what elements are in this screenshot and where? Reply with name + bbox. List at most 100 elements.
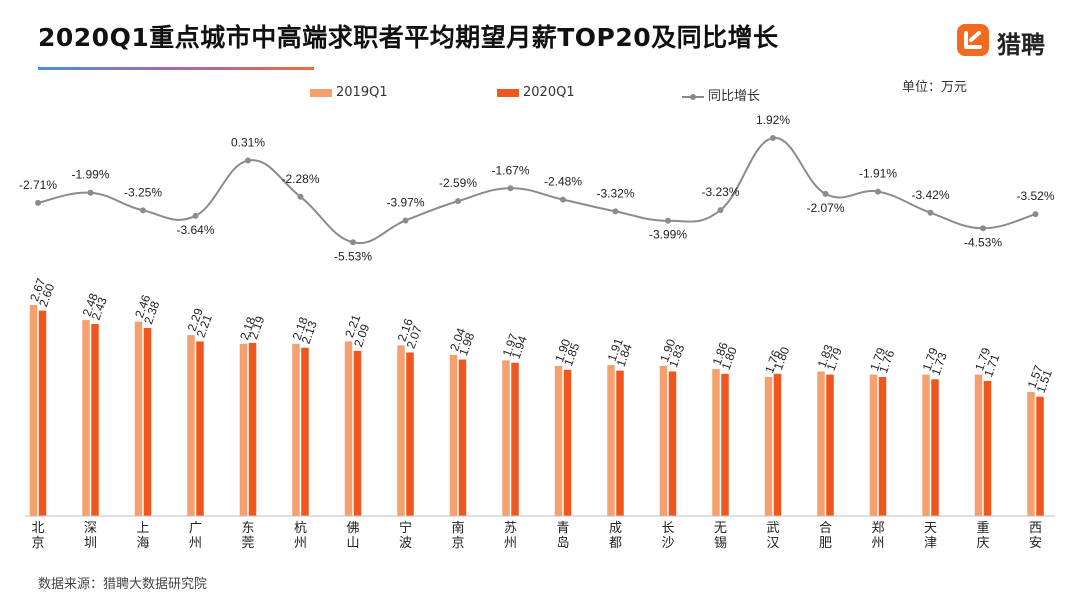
growth-point [87, 189, 94, 196]
growth-label: -1.67% [491, 163, 529, 177]
category-label: 郑 [871, 521, 884, 536]
bar-2019q1 [82, 320, 90, 516]
category-label: 安 [1029, 536, 1042, 551]
growth-point [770, 135, 776, 141]
growth-point [192, 212, 199, 219]
category-label: 南 [451, 520, 464, 536]
category-label: 州 [189, 536, 202, 551]
bar-2019q1 [817, 371, 825, 516]
growth-label: -3.32% [596, 186, 634, 200]
growth-label: -3.99% [649, 228, 687, 242]
legend-growth: 同比增长 [682, 85, 760, 104]
growth-label: -1.99% [71, 168, 109, 182]
bar-2020q1 [406, 352, 414, 516]
growth-label: -4.53% [964, 235, 1002, 249]
growth-point [140, 207, 146, 214]
growth-point [822, 190, 829, 197]
category-label: 州 [871, 536, 884, 551]
bar-2020q1 [563, 369, 572, 516]
bar-2019q1 [134, 321, 143, 516]
category-label: 州 [294, 536, 307, 551]
growth-label: -5.53% [334, 249, 372, 263]
growth-point [717, 207, 724, 214]
bar-2019q1 [607, 365, 615, 516]
growth-label: -2.59% [439, 176, 477, 190]
growth-label: -3.64% [176, 223, 214, 237]
legend-label-2019: 2019Q1 [336, 85, 388, 100]
bar-2020q1 [511, 362, 519, 516]
growth-point [560, 196, 566, 203]
growth-point [245, 157, 251, 164]
category-label: 津 [924, 536, 937, 551]
category-label: 庆 [976, 536, 989, 551]
category-label: 州 [504, 536, 517, 551]
growth-point [1032, 211, 1039, 218]
category-label: 圳 [84, 536, 97, 551]
growth-label: -3.23% [701, 185, 739, 199]
category-label: 京 [31, 536, 44, 551]
bar-2019q1 [29, 305, 38, 516]
value-label-2020q1: 1.80 [771, 345, 792, 372]
bar-2020q1 [616, 370, 624, 516]
growth-label: -3.97% [386, 195, 424, 209]
bar-2020q1 [91, 324, 99, 516]
growth-point [612, 208, 619, 215]
category-label: 山 [346, 536, 359, 551]
growth-label: -2.07% [806, 201, 844, 215]
growth-point [402, 217, 409, 224]
bar-2020q1 [826, 374, 834, 516]
category-label: 成 [609, 521, 622, 536]
growth-label: -2.28% [281, 172, 319, 186]
bar-2020q1 [38, 310, 47, 516]
category-label: 杭 [294, 521, 307, 536]
category-label: 岛 [556, 535, 569, 551]
growth-line [37, 136, 1036, 245]
legend-2020q1: 2020Q1 [497, 85, 575, 100]
legend-line-marker [682, 93, 704, 101]
category-label: 沙 [661, 536, 674, 551]
bar-2019q1 [869, 374, 878, 516]
category-label: 深 [84, 521, 97, 536]
bar-2020q1 [301, 347, 309, 516]
bar-2020q1 [983, 380, 992, 516]
bar-2020q1 [773, 373, 782, 516]
growth-point [980, 225, 986, 232]
category-label: 武 [766, 521, 779, 536]
category-label: 肥 [819, 536, 832, 551]
growth-point [35, 199, 41, 206]
bar-2019q1 [344, 341, 353, 516]
category-label: 波 [399, 536, 412, 551]
legend-label-2020: 2020Q1 [523, 85, 575, 100]
category-label: 汉 [766, 536, 779, 551]
growth-point [297, 193, 304, 200]
chart-title: 2020Q1重点城市中高端求职者平均期望月薪TOP20及同比增长 [38, 23, 779, 52]
growth-label: -3.25% [124, 185, 162, 199]
category-label: 青 [556, 521, 569, 536]
category-label: 锡 [714, 536, 727, 551]
category-label: 佛 [346, 521, 359, 536]
growth-label: 1.92% [756, 113, 790, 127]
bar-2019q1 [764, 376, 773, 516]
category-label: 西 [1029, 521, 1042, 536]
growth-label: -3.42% [911, 188, 949, 202]
bar-2020q1 [143, 327, 152, 516]
bar-2020q1 [458, 359, 467, 516]
category-label: 北 [31, 521, 44, 536]
growth-label: -2.71% [19, 178, 57, 192]
category-label: 合 [819, 521, 832, 536]
legend-label-growth: 同比增长 [708, 89, 761, 104]
data-source: 数据来源：猎聘大数据研究院 [38, 577, 208, 592]
growth-point [875, 188, 881, 195]
category-label: 东 [241, 521, 254, 536]
bar-2020q1 [353, 350, 362, 516]
title-underline [38, 67, 314, 70]
category-label: 上 [136, 521, 149, 536]
category-label: 苏 [504, 520, 517, 536]
legend-2019q1: 2019Q1 [310, 85, 388, 100]
growth-label: -3.52% [1016, 189, 1054, 203]
liepin-logo-icon [957, 24, 989, 56]
category-label: 天 [924, 521, 937, 536]
growth-point [455, 198, 461, 205]
growth-point [665, 217, 671, 224]
